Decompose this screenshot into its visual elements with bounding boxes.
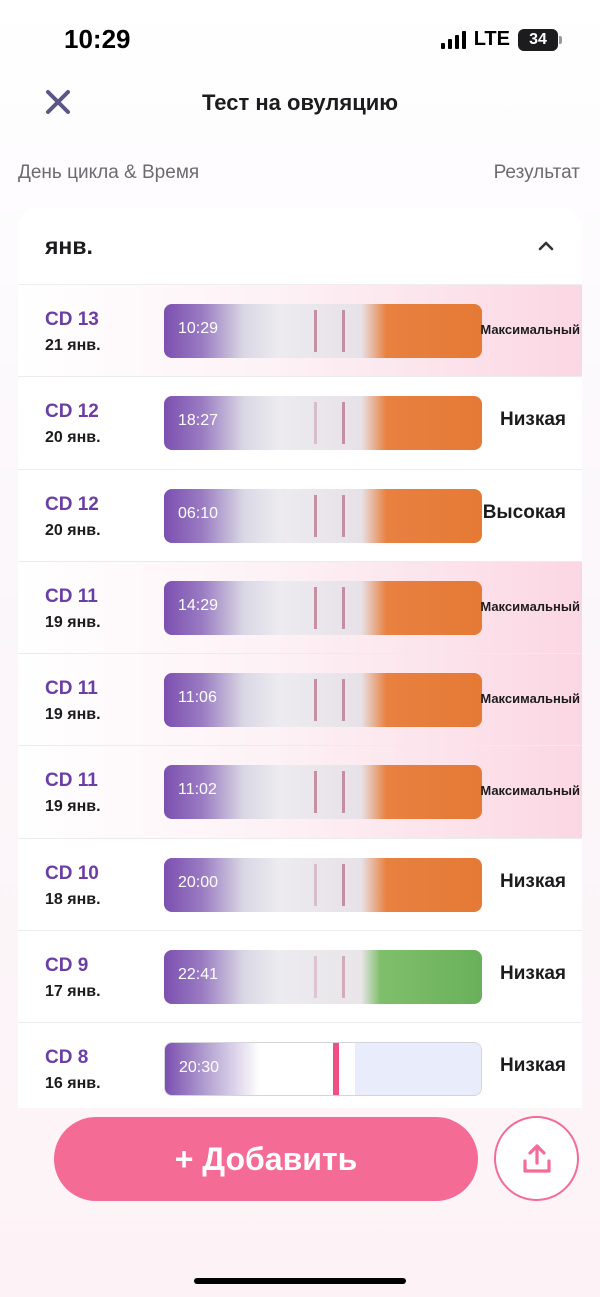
test-strip-image: 20:30 (164, 1042, 482, 1097)
test-entry[interactable]: CD 12 20 янв. 18:27 Низкая (18, 377, 582, 470)
test-strip-image: 10:29 (164, 304, 482, 358)
test-result: Максимальный (480, 322, 580, 337)
test-time: 20:30 (179, 1059, 220, 1077)
control-line (342, 402, 345, 445)
test-date: 20 янв. (45, 429, 101, 447)
control-line (342, 310, 345, 352)
test-strip-image: 22:41 (164, 950, 482, 1005)
test-line (314, 310, 317, 352)
test-result: Максимальный (480, 691, 580, 707)
test-entry[interactable]: CD 12 20 янв. 06:10 Высокая (18, 470, 582, 562)
control-line (342, 863, 345, 906)
test-date: 17 янв. (45, 983, 101, 1001)
test-result: Низкая (499, 409, 566, 431)
chevron-up-icon[interactable] (536, 236, 556, 256)
test-line (314, 771, 317, 814)
test-time: 14:29 (178, 596, 219, 614)
status-indicators: LTE 34 (440, 28, 562, 51)
test-result: Низкая (499, 1055, 566, 1077)
test-strip-image: 14:29 (164, 580, 482, 635)
test-line (314, 494, 317, 537)
test-result: Низкая (499, 870, 566, 892)
test-strip-image: 06:10 (164, 488, 482, 543)
home-indicator[interactable] (194, 1278, 406, 1284)
month-header[interactable]: янв. (18, 208, 582, 285)
column-header-cycle-day: День цикла & Время (18, 162, 200, 183)
test-time: 10:29 (178, 320, 219, 337)
test-result: Максимальный (480, 783, 580, 799)
test-line (314, 863, 317, 906)
close-button[interactable] (42, 86, 74, 118)
add-button[interactable]: + Добавить (54, 1117, 478, 1201)
test-time: 20:00 (178, 873, 219, 891)
signal-icon (440, 30, 466, 49)
test-entry[interactable]: CD 13 21 янв. 10:29 Максимальный (18, 285, 582, 378)
status-time: 10:29 (64, 24, 131, 54)
share-button[interactable] (494, 1116, 579, 1201)
cycle-day: CD 12 (45, 493, 99, 515)
test-date: 18 янв. (45, 890, 101, 908)
test-result: Высокая (482, 501, 566, 523)
cycle-day: CD 13 (45, 309, 99, 330)
status-bar: 10:29 LTE 34 (0, 0, 600, 80)
test-entry[interactable]: CD 9 17 янв. 22:41 Низкая (18, 931, 582, 1024)
test-result: Максимальный (480, 598, 580, 614)
test-line (314, 402, 317, 445)
test-time: 11:06 (178, 689, 217, 707)
test-entry[interactable]: CD 11 19 янв. 14:29 Максимальный (18, 561, 582, 655)
test-entry[interactable]: CD 10 18 янв. 20:00 Низкая (18, 839, 582, 932)
control-line (342, 679, 345, 722)
column-header-result: Результат (493, 162, 580, 183)
test-date: 19 янв. (45, 706, 101, 724)
control-line (333, 1043, 339, 1096)
test-line (314, 956, 317, 999)
page-title: Тест на овуляцию (201, 90, 399, 115)
test-time: 06:10 (178, 504, 219, 522)
test-date: 20 янв. (45, 521, 101, 539)
cycle-day: CD 12 (45, 401, 99, 423)
test-entry[interactable]: CD 11 19 янв. 11:06 Максимальный (18, 654, 582, 747)
test-entry[interactable]: CD 11 19 янв. 11:02 Максимальный (18, 746, 582, 839)
test-strip-image: 11:02 (164, 765, 482, 820)
test-time: 18:27 (178, 412, 219, 430)
cycle-day: CD 8 (45, 1047, 89, 1069)
control-line (342, 586, 345, 629)
month-label: янв. (45, 232, 93, 259)
cycle-day: CD 11 (45, 678, 98, 700)
control-line (342, 494, 345, 537)
header: Тест на овуляцию (0, 80, 600, 126)
tests-list-card: янв. CD 13 21 янв. 10:29 Максимальный CD… (18, 208, 582, 1108)
cycle-day: CD 9 (45, 955, 89, 977)
test-line (314, 679, 317, 722)
control-line (342, 956, 345, 999)
battery-icon: 34 (518, 28, 562, 51)
test-strip-image: 18:27 (164, 396, 482, 451)
strip-window (355, 1043, 481, 1096)
cycle-day: CD 11 (45, 585, 98, 607)
test-strip-image: 11:06 (164, 673, 482, 728)
test-line (314, 586, 317, 629)
test-date: 21 янв. (45, 337, 101, 354)
test-date: 19 янв. (45, 798, 101, 816)
test-entry[interactable]: CD 8 16 янв. 20:30 Низкая (18, 1023, 582, 1108)
test-date: 16 янв. (45, 1075, 101, 1093)
test-result: Низкая (499, 963, 566, 985)
test-time: 11:02 (178, 781, 217, 799)
test-date: 19 янв. (45, 613, 101, 631)
control-line (342, 771, 345, 814)
column-headers: День цикла & Время Результат (18, 162, 580, 184)
test-strip-image: 20:00 (164, 857, 482, 912)
close-icon (46, 90, 70, 114)
share-icon (522, 1143, 551, 1173)
cycle-day: CD 10 (45, 862, 99, 884)
network-type: LTE (473, 28, 510, 50)
test-time: 22:41 (178, 966, 219, 984)
cycle-day: CD 11 (45, 770, 98, 792)
